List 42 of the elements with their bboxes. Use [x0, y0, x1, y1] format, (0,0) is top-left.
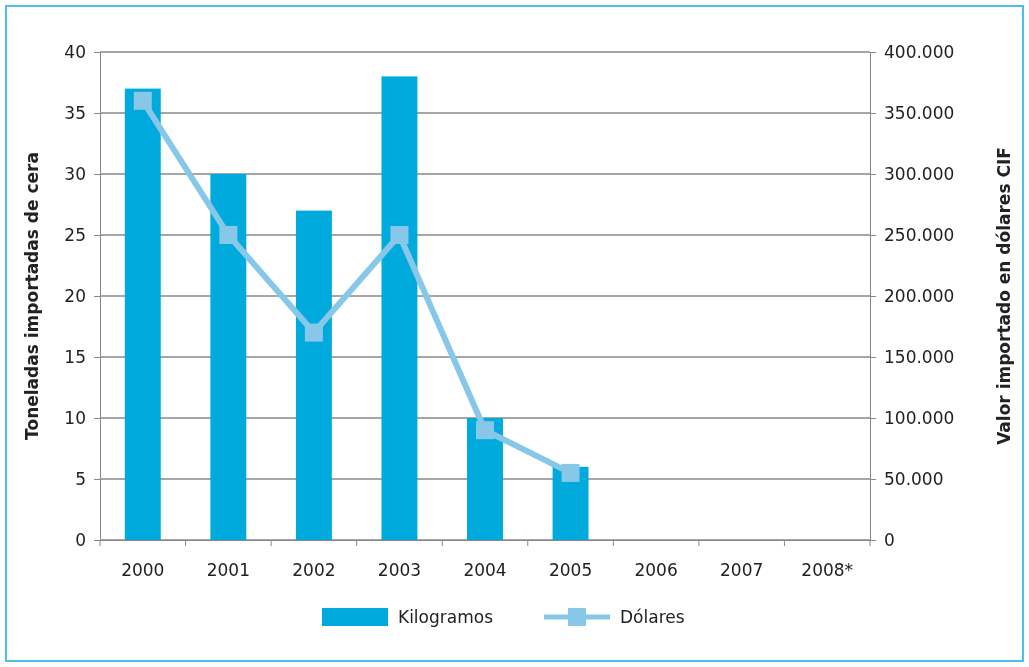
x-tick-label: 2000 — [121, 560, 165, 581]
point — [219, 226, 238, 244]
y-tick-label: 0 — [75, 529, 86, 550]
legend-label: Kilogramos — [398, 607, 494, 627]
point — [561, 463, 580, 482]
y2-tick-label: 300.000 — [884, 163, 955, 184]
x-tick-label: 2008* — [801, 560, 854, 581]
point — [304, 323, 323, 342]
point — [476, 421, 494, 440]
bar — [124, 88, 161, 540]
x-tick-label: 2001 — [206, 560, 250, 581]
y-tick-label: 30 — [64, 163, 86, 184]
x-tick-label: 2006 — [634, 560, 678, 581]
bar — [210, 174, 247, 540]
bar — [381, 76, 418, 540]
y-tick-label: 35 — [64, 102, 86, 123]
y2-tick-label: 350.000 — [884, 102, 955, 123]
y-tick-label: 5 — [75, 468, 86, 489]
y-tick-label: 25 — [64, 224, 86, 245]
x-tick-label: 2003 — [377, 560, 422, 581]
x-tick-label: 2002 — [292, 560, 336, 581]
legend-label: Dólares — [620, 607, 685, 627]
x-tick-label: 2007 — [720, 560, 764, 581]
x-tick-label: 2004 — [463, 560, 507, 581]
y2-tick-label: 250.000 — [884, 224, 955, 245]
x-tick-label: 2005 — [548, 560, 593, 581]
point — [390, 226, 409, 244]
y2-axis-title: Valor importado en dólares CIF — [994, 147, 1014, 445]
y-axis-title: Toneladas importadas de cera — [22, 152, 42, 440]
y-tick-label: 40 — [64, 41, 86, 62]
bar — [295, 210, 332, 540]
bar — [467, 418, 503, 540]
y2-tick-label: 150.000 — [884, 346, 955, 367]
y-tick-label: 10 — [64, 407, 86, 428]
y-tick-label: 15 — [64, 346, 86, 367]
y2-tick-label: 200.000 — [884, 285, 955, 306]
y2-tick-label: 400.000 — [884, 41, 955, 62]
y2-tick-label: 0 — [884, 529, 895, 550]
point — [133, 91, 152, 110]
y-tick-label: 20 — [64, 285, 86, 306]
y2-tick-label: 100.000 — [884, 407, 955, 428]
y2-tick-label: 50.000 — [884, 468, 944, 489]
